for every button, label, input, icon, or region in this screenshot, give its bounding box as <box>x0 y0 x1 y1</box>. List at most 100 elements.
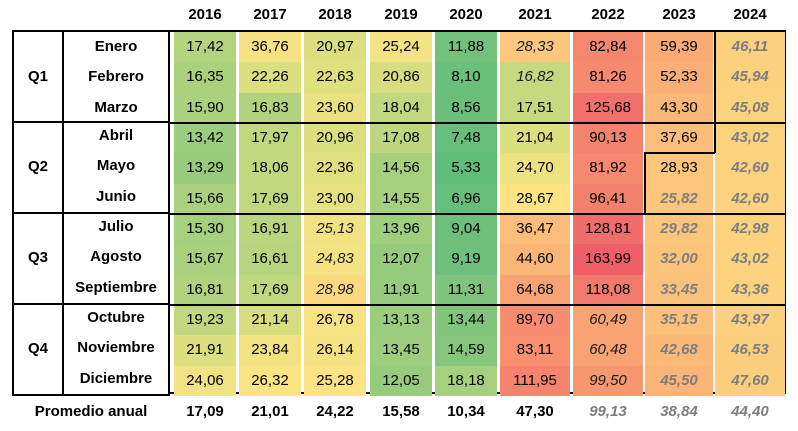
table-cell: 17,69 <box>239 183 301 214</box>
table-cell: 7,48 <box>435 122 497 154</box>
table-cell: 59,39 <box>645 32 713 63</box>
quarter-block-q4: Q4 Octubre Noviembre Diciembre <box>12 303 170 396</box>
table-cell: 12,07 <box>370 244 432 275</box>
table-cell: 28,98 <box>304 274 366 305</box>
annual-average-2021: 47,30 <box>516 403 554 420</box>
table-cell: 17,97 <box>239 122 301 154</box>
table-cell: 43,97 <box>715 304 785 336</box>
table-cell: 26,14 <box>304 335 366 366</box>
month-label: Febrero <box>88 68 144 86</box>
highlight-border <box>644 152 715 155</box>
month-list: Julio Agosto Septiembre <box>62 212 168 303</box>
table-cell: 17,69 <box>239 274 301 305</box>
data-grid: 17,42 36,76 20,97 25,24 11,88 28,33 82,84 59,39… <box>170 30 786 396</box>
table-row: 13,29 18,06 22,36 14,56 5,33 24,70 81,92 28,93 4… <box>170 153 786 184</box>
table-cell: 20,96 <box>304 122 366 154</box>
table-cell: 18,06 <box>239 153 301 184</box>
year-header-2020: 2020 <box>449 6 483 23</box>
table-row: 17,42 36,76 20,97 25,24 11,88 28,33 82,84 59,39… <box>170 32 786 63</box>
table-cell: 24,70 <box>500 153 570 184</box>
table-cell: 15,30 <box>174 213 236 245</box>
table-cell: 24,83 <box>304 244 366 275</box>
table-cell: 16,91 <box>239 213 301 245</box>
year-header-2024: 2024 <box>733 6 767 23</box>
table-cell: 29,82 <box>645 213 713 245</box>
table-cell: 5,33 <box>435 153 497 184</box>
table-cell: 47,60 <box>715 365 785 396</box>
table-cell: 9,04 <box>435 213 497 245</box>
table-cell: 15,66 <box>174 183 236 214</box>
annual-average-2017: 21,01 <box>251 403 289 420</box>
annual-average-row: Promedio anual 17,09 21,01 24,22 15,58 10,34… <box>0 394 798 430</box>
quarter-block-q2: Q2 Abril Mayo Junio <box>12 121 170 214</box>
annual-average-2023: 38,84 <box>660 403 698 420</box>
table-cell: 22,36 <box>304 153 366 184</box>
year-header-2023: 2023 <box>662 6 696 23</box>
month-label: Diciembre <box>79 369 153 387</box>
month-label: Marzo <box>94 98 138 116</box>
table-cell: 21,14 <box>239 304 301 336</box>
table-cell: 21,04 <box>500 122 570 154</box>
table-cell: 82,84 <box>573 32 643 63</box>
table-cell: 25,24 <box>370 32 432 63</box>
table-cell: 25,28 <box>304 365 366 396</box>
table-cell: 42,60 <box>715 183 785 214</box>
table-cell: 45,08 <box>715 92 785 123</box>
table-cell: 13,42 <box>174 122 236 154</box>
highlight-border <box>714 121 716 154</box>
table-cell: 64,68 <box>500 274 570 305</box>
table-row: 13,42 17,97 20,96 17,08 7,48 21,04 90,13 37,69 4… <box>170 122 786 154</box>
table-row: 19,23 21,14 26,78 13,13 13,44 89,70 60,49 35,15… <box>170 304 786 336</box>
table-cell: 89,70 <box>500 304 570 336</box>
table-cell: 12,05 <box>370 365 432 396</box>
quarter-label: Q1 <box>27 68 48 85</box>
table-cell: 20,97 <box>304 32 366 63</box>
annual-average-2018: 24,22 <box>316 403 354 420</box>
month-label: Enero <box>94 38 138 55</box>
table-cell: 9,19 <box>435 244 497 275</box>
table-cell: 16,61 <box>239 244 301 275</box>
table-cell: 45,50 <box>645 365 713 396</box>
year-header-2019: 2019 <box>384 6 418 23</box>
month-label: Mayo <box>96 157 136 175</box>
table-cell: 28,93 <box>645 153 713 184</box>
month-label: Agosto <box>90 248 142 266</box>
table-row: 21,91 23,84 26,14 13,45 14,59 83,11 60,48 42,68… <box>170 335 786 366</box>
table-cell: 16,35 <box>174 62 236 93</box>
table-cell: 125,68 <box>573 92 643 123</box>
table-cell: 111,95 <box>500 365 570 396</box>
table-cell: 8,10 <box>435 62 497 93</box>
table-cell: 90,13 <box>573 122 643 154</box>
table-cell: 52,33 <box>645 62 713 93</box>
year-header-2017: 2017 <box>253 6 287 23</box>
table-cell: 17,08 <box>370 122 432 154</box>
table-cell: 22,63 <box>304 62 366 93</box>
month-label: Octubre <box>87 309 145 326</box>
highlight-border <box>714 32 716 123</box>
table-cell: 163,99 <box>573 244 643 275</box>
table-cell: 17,42 <box>174 32 236 63</box>
table-cell: 26,32 <box>239 365 301 396</box>
table-cell: 17,51 <box>500 92 570 123</box>
table-cell: 96,41 <box>573 183 643 214</box>
table-row: 15,67 16,61 24,83 12,07 9,19 44,60 163,99 32,00… <box>170 244 786 275</box>
table-cell: 13,29 <box>174 153 236 184</box>
table-cell: 36,47 <box>500 213 570 245</box>
table-cell: 16,82 <box>500 62 570 93</box>
table-cell: 16,81 <box>174 274 236 305</box>
table-cell: 60,48 <box>573 335 643 366</box>
table-cell: 22,26 <box>239 62 301 93</box>
table-cell: 11,91 <box>370 274 432 305</box>
table-cell: 15,67 <box>174 244 236 275</box>
year-header-2021: 2021 <box>518 6 552 23</box>
quarter-divider <box>170 212 786 215</box>
annual-average-2016: 17,09 <box>186 403 224 420</box>
table-cell: 23,00 <box>304 183 366 214</box>
table-cell: 42,68 <box>645 335 713 366</box>
table-cell: 25,13 <box>304 213 366 245</box>
table-cell: 28,67 <box>500 183 570 214</box>
quarter-label: Q3 <box>27 249 48 266</box>
table-cell: 11,31 <box>435 274 497 305</box>
quarter-divider <box>170 303 786 306</box>
